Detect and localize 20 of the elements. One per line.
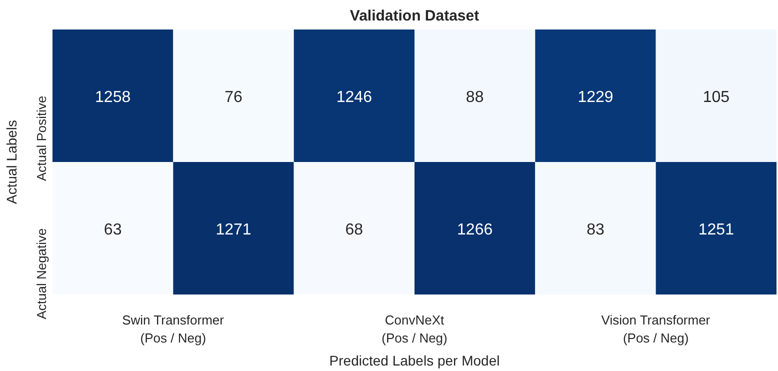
data-label: 1251 [698, 221, 734, 238]
data-label: 63 [104, 221, 122, 238]
data-label: 1246 [336, 88, 372, 106]
y-tick-label: Actual Negative [34, 228, 49, 320]
x-tick-label: Swin Transformer (Pos / Neg) [122, 312, 225, 346]
x-tick-label: Vision Transformer (Pos / Neg) [601, 312, 711, 346]
y-axis-title: Actual Labels [4, 120, 20, 204]
data-label: 83 [586, 221, 604, 238]
data-label: 1229 [578, 88, 614, 106]
x-tick-label: ConvNeXt (Pos / Neg) [382, 312, 448, 346]
chart-title: Validation Dataset [350, 8, 480, 24]
data-label: 68 [345, 221, 364, 238]
data-label: 1271 [216, 221, 252, 238]
data-label: 88 [466, 88, 484, 106]
y-tick-label: Actual Positive [34, 96, 49, 182]
data-label: 1266 [457, 221, 493, 238]
data-label: 1258 [95, 88, 131, 106]
data-label: 105 [702, 88, 730, 106]
data-label: 76 [224, 88, 242, 106]
x-axis-title: Predicted Labels per Model [329, 352, 500, 368]
